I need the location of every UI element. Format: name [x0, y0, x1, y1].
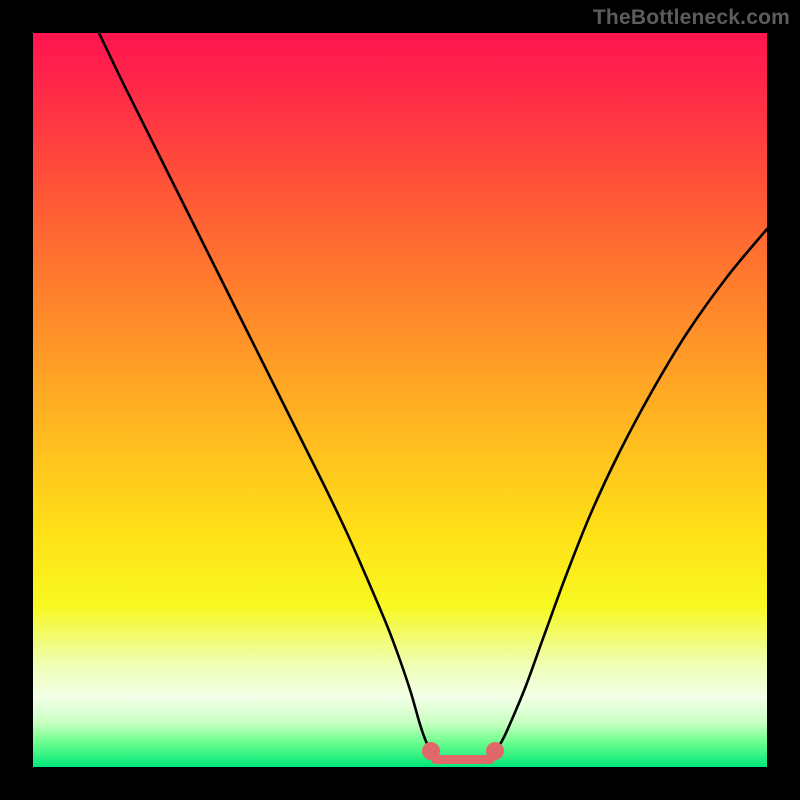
chart-frame: TheBottleneck.com [0, 0, 800, 800]
chart-plot [33, 33, 767, 767]
watermark-text: TheBottleneck.com [593, 6, 790, 30]
